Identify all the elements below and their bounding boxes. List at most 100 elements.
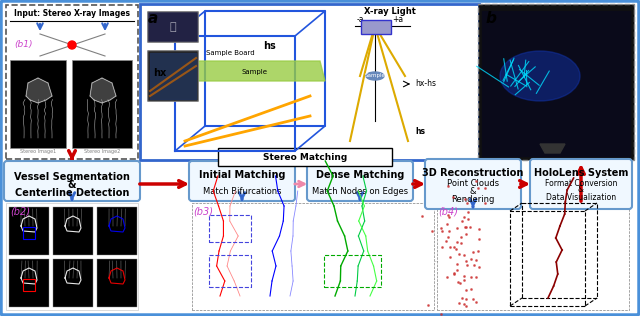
Point [443,235,453,240]
Polygon shape [150,53,196,99]
Point [460,287,470,292]
Text: (b2): (b2) [10,206,30,216]
FancyBboxPatch shape [192,203,434,310]
Point [461,201,472,206]
Polygon shape [180,61,325,81]
Point [466,275,476,280]
FancyBboxPatch shape [218,148,392,166]
Text: (b3): (b3) [193,206,213,216]
Point [461,296,471,301]
Point [463,216,474,221]
Point [459,253,469,258]
FancyBboxPatch shape [53,259,93,307]
Point [437,245,447,250]
Text: X-ray Light: X-ray Light [364,7,416,15]
FancyBboxPatch shape [10,60,66,148]
Text: Stereo Image1: Stereo Image1 [20,149,56,155]
Circle shape [68,41,76,49]
Point [462,263,472,268]
Point [465,225,476,230]
Text: 3D Reconstruction: 3D Reconstruction [422,168,524,178]
Point [451,247,461,252]
Point [474,236,484,241]
Point [459,273,469,278]
Point [456,240,467,246]
Polygon shape [482,11,630,156]
Ellipse shape [366,72,384,80]
FancyBboxPatch shape [148,51,198,101]
Point [452,262,462,267]
Point [452,239,462,244]
Text: Vessel Segmentation: Vessel Segmentation [14,172,130,182]
Text: Data Visualization: Data Visualization [546,193,616,203]
Text: &: & [68,180,76,190]
Text: Input: Stereo X-ray Images: Input: Stereo X-ray Images [14,9,130,17]
FancyBboxPatch shape [425,159,521,209]
Point [463,209,473,214]
Point [473,185,483,191]
FancyBboxPatch shape [530,159,632,209]
Point [437,228,447,234]
Point [459,277,469,282]
FancyBboxPatch shape [4,161,140,201]
Text: (b1): (b1) [14,40,33,50]
Point [461,258,471,263]
FancyBboxPatch shape [72,60,132,148]
Point [443,213,453,218]
Point [471,300,481,305]
Text: hx-hs: hx-hs [415,80,436,88]
Point [459,302,469,307]
Point [457,219,467,224]
Point [444,228,454,234]
FancyBboxPatch shape [9,207,49,255]
Point [469,263,479,268]
Point [466,287,476,292]
Text: &: & [470,186,476,196]
Polygon shape [540,144,565,153]
Text: Match Bifurcations: Match Bifurcations [203,186,281,196]
Point [474,227,484,232]
Text: hx: hx [154,68,166,78]
Text: hs: hs [415,126,425,136]
Point [449,272,459,277]
Point [474,264,484,270]
FancyBboxPatch shape [6,5,138,159]
Point [417,213,427,218]
FancyBboxPatch shape [97,207,137,255]
Point [445,245,455,250]
Point [456,234,467,239]
Point [444,184,454,189]
Polygon shape [90,78,116,103]
Text: +a: +a [392,15,404,25]
FancyBboxPatch shape [53,207,93,255]
Text: Format Conversion: Format Conversion [545,179,617,187]
Text: HoloLens System: HoloLens System [534,168,628,178]
Point [461,303,472,308]
Text: b: b [486,11,497,26]
Point [455,281,465,286]
Point [442,275,452,280]
Point [468,250,479,255]
Text: a: a [148,11,158,26]
Point [461,225,471,230]
Point [445,254,455,259]
FancyBboxPatch shape [97,259,137,307]
Point [427,228,437,234]
FancyBboxPatch shape [189,161,295,201]
Text: Centerline Detection: Centerline Detection [15,188,129,198]
Point [471,178,481,183]
Text: Point Clouds: Point Clouds [447,179,499,187]
Point [465,257,476,262]
Text: Stereo Matching: Stereo Matching [263,153,347,161]
Ellipse shape [500,51,580,101]
Point [454,252,464,257]
FancyBboxPatch shape [307,161,413,201]
Point [467,296,477,301]
Point [453,280,463,285]
Point [436,312,446,316]
FancyBboxPatch shape [140,4,479,160]
Text: Initial Matching: Initial Matching [199,170,285,180]
Point [444,215,454,220]
Point [447,194,458,199]
Point [452,225,463,230]
